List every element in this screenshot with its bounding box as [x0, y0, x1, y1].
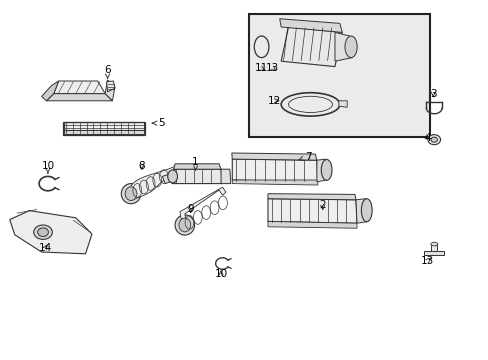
- Bar: [424, 251, 443, 255]
- Ellipse shape: [125, 187, 137, 201]
- Text: 14: 14: [38, 243, 52, 253]
- Ellipse shape: [175, 215, 194, 235]
- Polygon shape: [267, 221, 356, 228]
- Polygon shape: [267, 194, 355, 200]
- Text: 2: 2: [319, 200, 325, 210]
- Polygon shape: [131, 165, 177, 200]
- Polygon shape: [338, 101, 346, 107]
- Polygon shape: [172, 169, 222, 184]
- Polygon shape: [180, 187, 225, 220]
- Polygon shape: [355, 199, 366, 223]
- Ellipse shape: [179, 218, 190, 232]
- Bar: [249, 14, 429, 137]
- Ellipse shape: [430, 242, 437, 246]
- Text: 5: 5: [152, 118, 164, 128]
- Ellipse shape: [430, 137, 436, 142]
- Polygon shape: [54, 81, 105, 94]
- Text: 3: 3: [429, 89, 436, 99]
- Polygon shape: [162, 174, 173, 184]
- Polygon shape: [105, 80, 115, 101]
- Polygon shape: [267, 199, 356, 223]
- Polygon shape: [232, 180, 317, 185]
- Polygon shape: [281, 27, 342, 67]
- Text: 9: 9: [187, 204, 194, 214]
- Polygon shape: [231, 153, 316, 160]
- Text: 7: 7: [299, 152, 311, 162]
- Polygon shape: [173, 164, 221, 169]
- Polygon shape: [279, 19, 342, 32]
- Text: 13: 13: [265, 63, 279, 73]
- Polygon shape: [232, 159, 317, 182]
- Ellipse shape: [34, 225, 52, 239]
- Polygon shape: [221, 169, 230, 184]
- Text: 4: 4: [423, 132, 430, 143]
- Ellipse shape: [121, 184, 141, 204]
- Text: 6: 6: [104, 65, 111, 78]
- Text: 12: 12: [267, 96, 281, 106]
- Text: 1: 1: [192, 157, 199, 170]
- Text: 8: 8: [138, 161, 145, 171]
- Polygon shape: [63, 122, 144, 130]
- Polygon shape: [10, 211, 92, 254]
- Ellipse shape: [427, 135, 440, 145]
- Text: 13: 13: [420, 256, 433, 266]
- Polygon shape: [46, 94, 112, 101]
- Ellipse shape: [38, 228, 48, 237]
- Polygon shape: [316, 159, 326, 182]
- Text: 10: 10: [214, 269, 227, 279]
- Ellipse shape: [344, 36, 356, 58]
- Ellipse shape: [361, 199, 371, 222]
- Polygon shape: [334, 32, 351, 61]
- Bar: [430, 244, 436, 251]
- Ellipse shape: [321, 159, 331, 180]
- Text: 11: 11: [254, 63, 267, 73]
- Text: 10: 10: [41, 161, 54, 174]
- Polygon shape: [63, 130, 144, 134]
- Ellipse shape: [167, 170, 177, 183]
- Polygon shape: [106, 81, 115, 92]
- Polygon shape: [41, 81, 59, 101]
